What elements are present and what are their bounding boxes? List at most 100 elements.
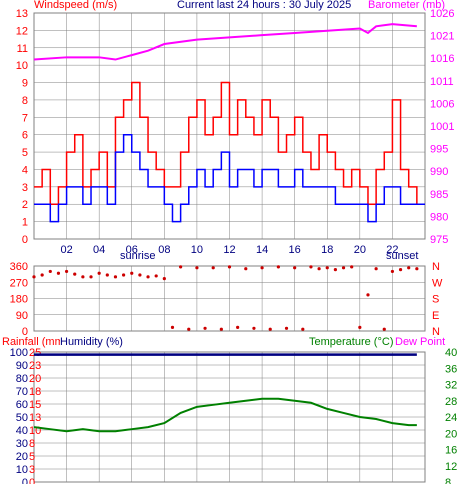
direction-compass-label: W xyxy=(432,277,443,289)
temperature-y-tick-label: 40 xyxy=(445,347,457,359)
wind-x-tick-label: 14 xyxy=(256,244,268,256)
temperature-y-tick-label: 28 xyxy=(445,396,457,408)
direction-point xyxy=(97,271,101,275)
rainfall-y-tick-label: 18 xyxy=(29,386,41,398)
barometer-y-tick-label: 1006 xyxy=(430,98,454,110)
direction-point xyxy=(130,271,134,275)
direction-y-tick-label: 90 xyxy=(16,310,28,322)
sunrise-label: sunrise xyxy=(120,250,156,262)
direction-compass-label: S xyxy=(432,294,439,306)
direction-y-tick-label: 0 xyxy=(22,326,28,338)
direction-point xyxy=(122,273,126,277)
direction-point xyxy=(81,275,85,279)
direction-point xyxy=(105,273,109,277)
temperature-y-tick-label: 36 xyxy=(445,363,457,375)
temperature-axis-title: Temperature (°C) xyxy=(309,336,394,348)
wind-x-tick-label: 08 xyxy=(158,244,170,256)
rainfall-y-tick-label: 8 xyxy=(29,438,35,450)
humidity-y-tick-label: 70 xyxy=(16,386,28,398)
direction-point xyxy=(146,275,150,279)
temperature-y-tick-label: 12 xyxy=(445,461,457,473)
direction-point xyxy=(301,327,305,331)
direction-point xyxy=(203,326,207,330)
rainfall-y-tick-label: 15 xyxy=(29,399,41,411)
direction-point xyxy=(195,266,199,270)
wind-y-tick-label: 1 xyxy=(22,217,28,229)
direction-y-tick-label: 360 xyxy=(10,261,28,273)
barometer-y-tick-label: 1011 xyxy=(430,76,454,88)
series-average-line xyxy=(34,133,425,223)
direction-point xyxy=(341,266,346,270)
wind-y-tick-label: 3 xyxy=(22,182,28,194)
humidity-y-tick-label: 10 xyxy=(16,464,28,476)
humidity-y-tick-label: 40 xyxy=(16,425,28,437)
direction-point xyxy=(317,267,321,271)
wind-x-tick-label: 16 xyxy=(289,244,301,256)
wind-x-tick-label: 06 xyxy=(126,244,138,256)
barometer-y-tick-label: 1016 xyxy=(430,53,454,65)
wind-x-tick-label: 22 xyxy=(386,244,398,256)
direction-point xyxy=(284,326,289,330)
barometer-y-tick-label: 1001 xyxy=(430,121,454,133)
direction-point xyxy=(366,293,370,297)
wind-x-tick-label: 12 xyxy=(223,244,235,256)
direction-point xyxy=(187,327,191,331)
humidity-y-tick-label: 90 xyxy=(16,360,28,372)
direction-y-tick-label: 180 xyxy=(10,294,28,306)
direction-point xyxy=(56,271,61,275)
direction-point xyxy=(179,265,183,269)
direction-point xyxy=(260,266,264,270)
rainfall-y-tick-label: 20 xyxy=(29,373,41,385)
series-temperature-line xyxy=(33,397,417,433)
temperature-y-tick-label: 20 xyxy=(445,428,457,440)
direction-point xyxy=(219,327,223,331)
wind-y-tick-label: 8 xyxy=(22,95,28,107)
direction-point xyxy=(236,325,240,329)
direction-compass-label: N xyxy=(432,261,440,273)
direction-point xyxy=(64,269,69,274)
rainfall-y-tick-label: 23 xyxy=(29,360,41,372)
humidity-y-tick-label: 20 xyxy=(16,451,28,463)
direction-point xyxy=(350,265,354,269)
direction-point xyxy=(138,273,142,277)
direction-compass-label: N xyxy=(432,326,440,338)
wind-y-tick-label: 9 xyxy=(22,78,28,90)
series-gust-line xyxy=(34,81,425,205)
series-barometer-line xyxy=(33,23,417,61)
temperature-y-tick-label: 24 xyxy=(445,412,457,424)
rainfall-axis-title: Rainfall (mm) xyxy=(2,336,68,348)
direction-y-tick-label: 270 xyxy=(10,277,28,289)
barometer-y-tick-label: 985 xyxy=(430,189,448,201)
wind-y-tick-label: 4 xyxy=(22,164,28,176)
wind-x-tick-label: 20 xyxy=(354,244,366,256)
direction-point xyxy=(398,268,403,272)
wind-x-tick-label: 10 xyxy=(191,244,203,256)
rainfall-y-tick-label: 5 xyxy=(29,451,35,463)
barometer-y-tick-label: 995 xyxy=(430,144,448,156)
wind-y-tick-label: 13 xyxy=(16,8,28,20)
direction-point xyxy=(244,267,248,271)
rainfall-y-tick-label: 25 xyxy=(29,347,41,359)
rainfall-y-tick-label: 13 xyxy=(29,412,41,424)
rainfall-y-tick-label: 3 xyxy=(29,464,35,476)
barometer-y-tick-label: 1026 xyxy=(430,8,454,20)
wind-y-tick-label: 6 xyxy=(22,130,28,142)
direction-point xyxy=(407,266,411,270)
humidity-y-tick-label: 30 xyxy=(16,438,28,450)
barometer-y-tick-label: 1021 xyxy=(430,31,454,43)
direction-point xyxy=(113,275,118,279)
humidity-y-tick-label: 50 xyxy=(16,412,28,424)
wind-x-tick-label: 18 xyxy=(321,244,333,256)
direction-point xyxy=(211,266,215,270)
wind-y-tick-label: 11 xyxy=(17,43,28,55)
direction-point xyxy=(162,277,166,281)
direction-point xyxy=(358,325,362,329)
wind-y-tick-label: 7 xyxy=(22,112,28,124)
temperature-y-tick-label: 16 xyxy=(445,445,457,457)
direction-point xyxy=(170,325,175,329)
wind-y-tick-label: 12 xyxy=(16,25,28,37)
barometer-y-tick-label: 990 xyxy=(430,166,448,178)
barometer-y-tick-label: 980 xyxy=(430,211,448,223)
temperature-y-tick-label: 32 xyxy=(445,380,457,392)
